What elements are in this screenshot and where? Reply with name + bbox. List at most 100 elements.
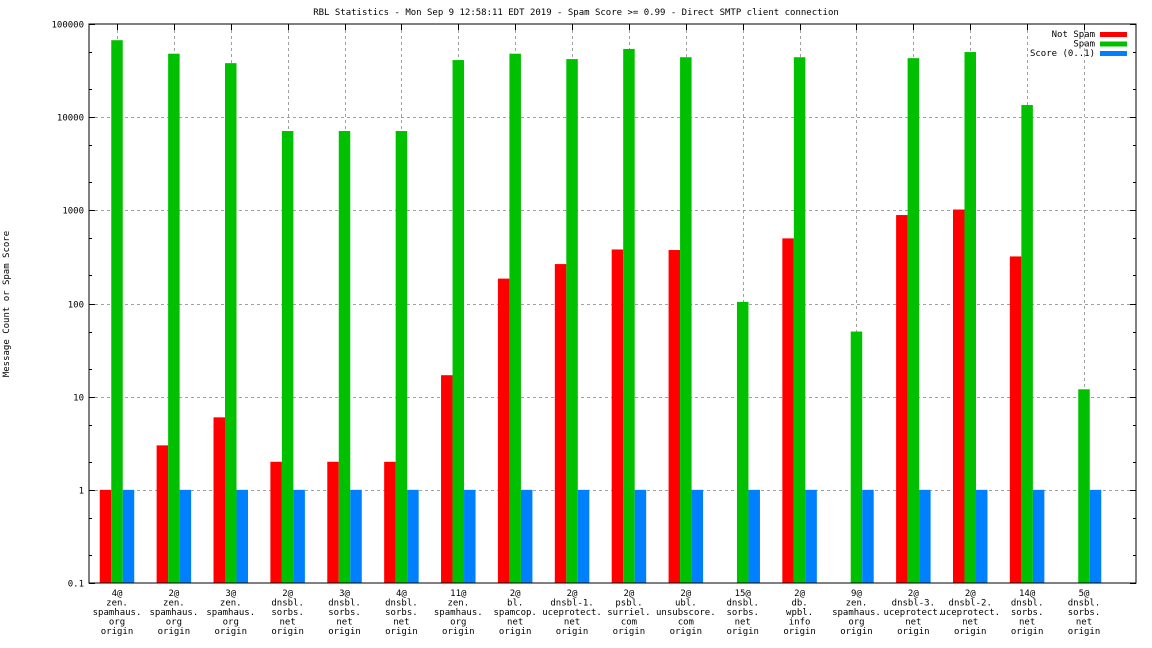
bar-score-0-1 — [1089, 489, 1102, 583]
x-tick-label: spamhaus. — [93, 608, 142, 618]
bar-score-0-1 — [293, 489, 305, 583]
x-tick-label: org — [109, 618, 125, 628]
x-tick-label: bl. — [507, 599, 523, 609]
x-tick-label: 2@ — [168, 589, 179, 599]
x-tick-label: uceprotect. — [884, 608, 944, 618]
x-tick-label: zen. — [846, 599, 868, 609]
x-tick-label: 2@ — [282, 589, 293, 599]
bar-spam — [1021, 105, 1033, 584]
bar-not-spam — [156, 445, 169, 583]
chart-title: RBL Statistics - Mon Sep 9 12:58:11 EDT … — [313, 8, 839, 18]
x-tick-label: org — [848, 618, 864, 628]
bar-spam — [225, 63, 237, 584]
bar-spam — [509, 53, 521, 583]
x-tick-label: 15@ — [735, 589, 752, 599]
x-tick-label: dnsbl. — [1011, 599, 1044, 609]
x-tick-label: ubl. — [675, 599, 697, 609]
bar-score-0-1 — [805, 489, 817, 583]
x-tick-label: zen. — [447, 599, 469, 609]
bar-not-spam — [1009, 256, 1022, 583]
bar-not-spam — [554, 264, 567, 583]
bar-score-0-1 — [464, 489, 476, 583]
bar-score-0-1 — [862, 489, 874, 583]
x-tick-label: spamhaus. — [832, 608, 881, 618]
x-tick-label: origin — [328, 627, 361, 637]
y-tick-label: 100 — [68, 301, 84, 311]
x-tick-label: zen. — [106, 599, 128, 609]
x-tick-label: origin — [101, 627, 134, 637]
x-tick-label: net — [1019, 618, 1035, 628]
x-tick-label: org — [223, 618, 239, 628]
x-tick-label: 2@ — [794, 589, 805, 599]
x-tick-label: sorbs. — [385, 608, 418, 618]
bar-spam — [281, 131, 294, 584]
bar-not-spam — [213, 417, 226, 583]
x-tick-label: origin — [385, 627, 418, 637]
bar-score-0-1 — [919, 489, 931, 583]
y-tick-label: 1000 — [62, 207, 84, 217]
x-tick-label: dnsbl. — [385, 599, 418, 609]
x-tick-label: 11@ — [450, 589, 467, 599]
x-tick-label: unsubscore. — [656, 608, 716, 618]
x-tick-label: surriel. — [607, 608, 650, 618]
x-tick-label: com — [678, 618, 694, 628]
y-axis-ticks: 0.1 1 10 100 1000 10000 100000 — [51, 21, 1136, 590]
bars — [99, 40, 1102, 584]
x-tick-label: zen. — [220, 599, 242, 609]
x-tick-label: net — [1076, 618, 1092, 628]
bar-not-spam — [99, 489, 112, 583]
plot-border — [88, 23, 1137, 584]
y-tick-label: 10 — [73, 394, 84, 404]
x-tick-label: origin — [613, 627, 646, 637]
bar-score-0-1 — [748, 489, 760, 583]
x-tick-label: 14@ — [1019, 589, 1036, 599]
x-tick-label: net — [564, 618, 580, 628]
x-axis-ticks: 4@zen.spamhaus.orgorigin2@zen.spamhaus.o… — [93, 24, 1101, 637]
bar-score-0-1 — [350, 489, 362, 583]
bar-score-0-1 — [1032, 489, 1045, 583]
x-tick-label: origin — [897, 627, 930, 637]
x-tick-label: origin — [271, 627, 304, 637]
x-tick-label: sorbs. — [726, 608, 759, 618]
bar-not-spam — [668, 250, 681, 584]
x-tick-label: origin — [726, 627, 759, 637]
x-tick-label: origin — [442, 627, 475, 637]
x-tick-label: dnsbl-2. — [949, 599, 992, 609]
x-tick-label: origin — [840, 627, 873, 637]
x-tick-label: db. — [791, 599, 807, 609]
x-tick-label: spamcop. — [493, 608, 536, 618]
x-tick-label: origin — [158, 627, 191, 637]
x-tick-label: dnsbl. — [1068, 599, 1101, 609]
bar-score-0-1 — [634, 489, 647, 583]
bar-not-spam — [270, 461, 282, 583]
x-tick-label: sorbs. — [328, 608, 361, 618]
bar-score-0-1 — [975, 489, 988, 583]
bar-not-spam — [896, 215, 908, 583]
x-tick-label: zen. — [163, 599, 185, 609]
x-tick-label: 3@ — [339, 589, 350, 599]
x-tick-label: sorbs. — [271, 608, 304, 618]
bar-spam — [623, 48, 635, 583]
x-tick-label: 2@ — [624, 589, 635, 599]
x-tick-label: 2@ — [908, 589, 919, 599]
bar-score-0-1 — [577, 489, 590, 583]
x-tick-label: 2@ — [965, 589, 976, 599]
bar-not-spam — [327, 461, 339, 583]
x-tick-label: org — [450, 618, 466, 628]
x-tick-label: net — [735, 618, 751, 628]
bar-spam — [1078, 389, 1090, 583]
x-tick-label: sorbs. — [1068, 608, 1101, 618]
legend-swatch — [1100, 32, 1127, 37]
bar-spam — [907, 58, 920, 584]
bar-not-spam — [441, 375, 453, 583]
bar-score-0-1 — [691, 489, 704, 583]
y-axis-label: Message Count or Spam Score — [2, 231, 12, 377]
x-tick-label: net — [962, 618, 978, 628]
legend-swatch — [1100, 51, 1127, 56]
x-tick-label: origin — [556, 627, 589, 637]
y-tick-label: 100000 — [51, 21, 84, 31]
bar-spam — [850, 331, 863, 583]
x-tick-label: net — [905, 618, 921, 628]
x-tick-label: uceprotect. — [542, 608, 602, 618]
